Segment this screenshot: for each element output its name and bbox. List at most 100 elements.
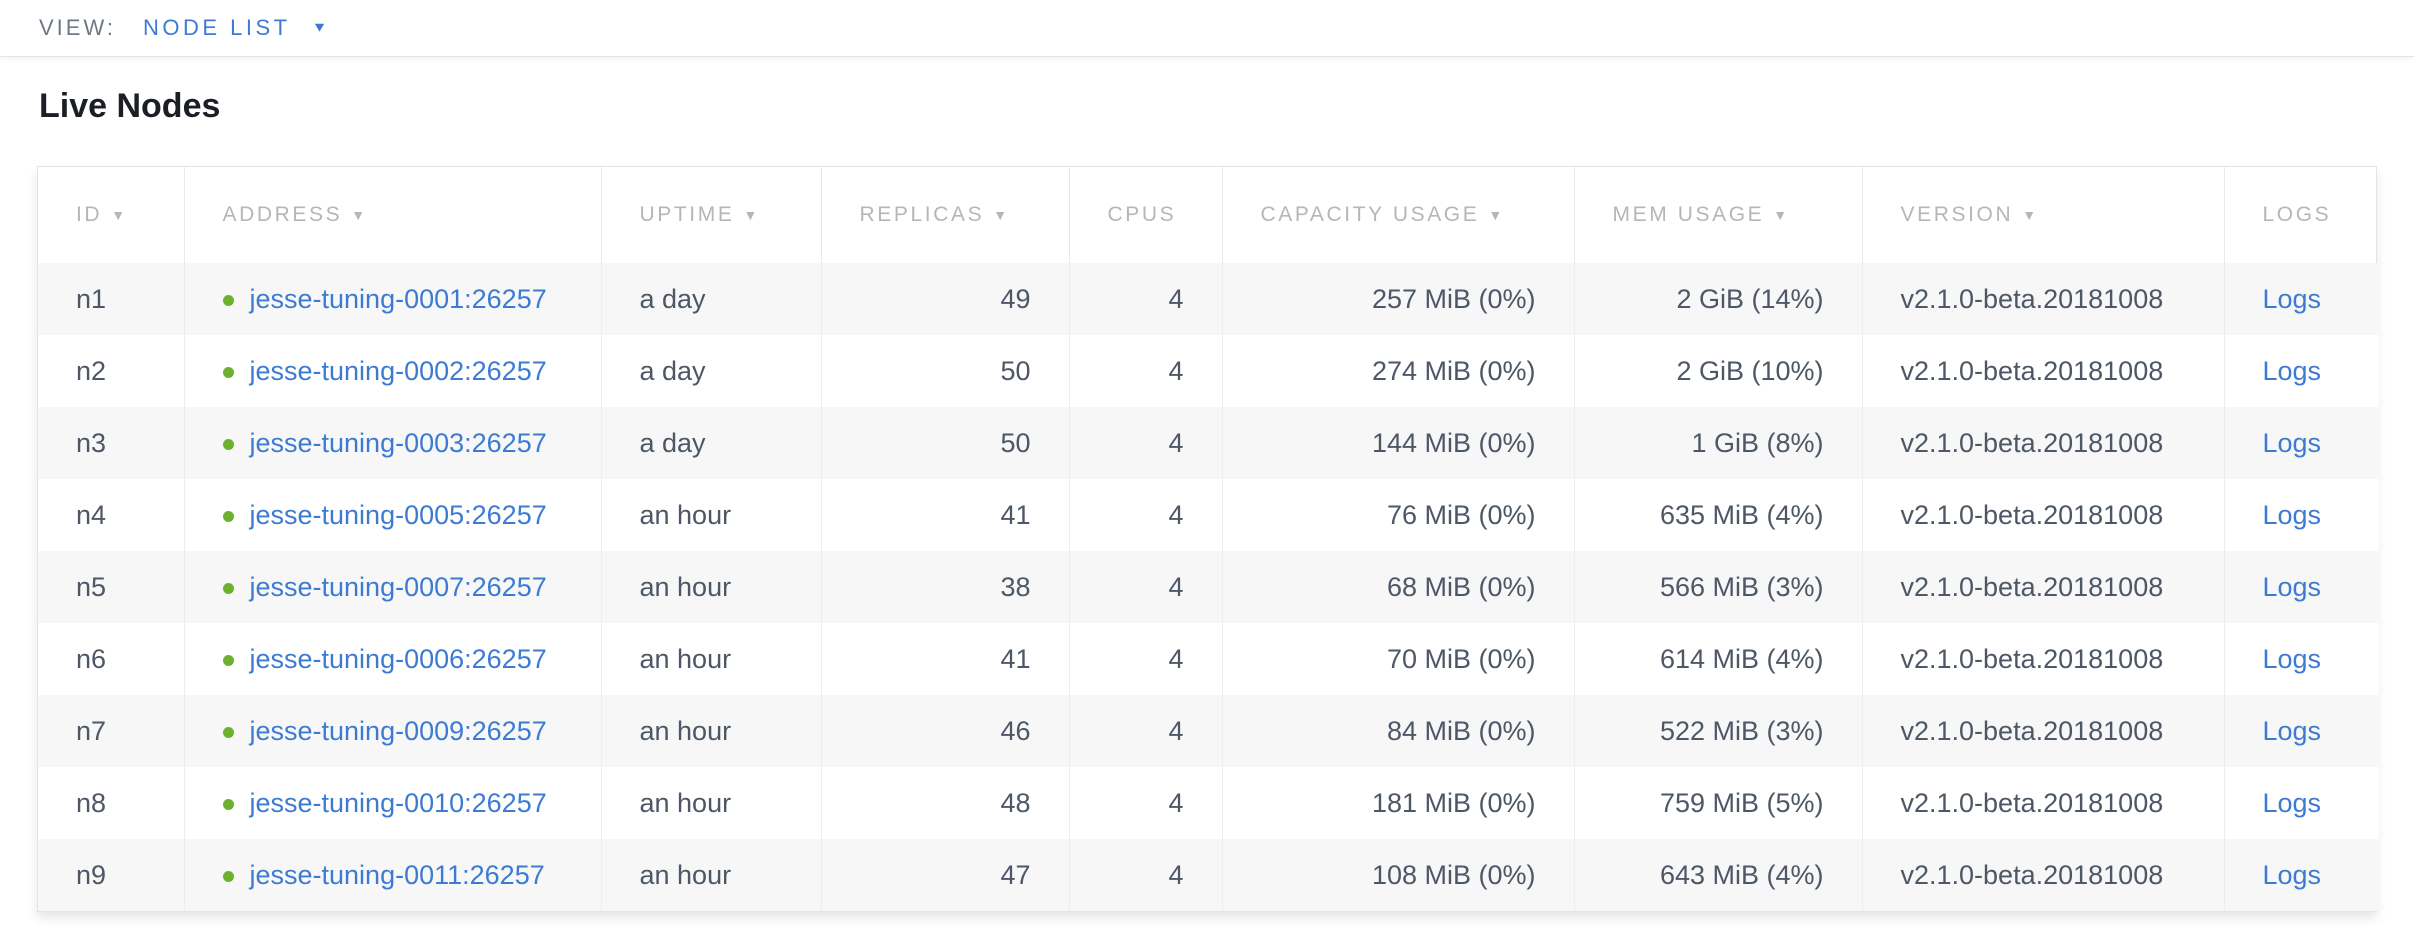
cell-logs: Logs bbox=[2223, 695, 2379, 767]
cell-logs: Logs bbox=[2223, 551, 2379, 623]
cell-replicas: 46 bbox=[820, 695, 1069, 767]
cell-logs: Logs bbox=[2223, 623, 2379, 695]
cell-mem: 759 MiB (5%) bbox=[1573, 767, 1862, 839]
cell-capacity: 181 MiB (0%) bbox=[1221, 767, 1574, 839]
cell-cpus: 4 bbox=[1068, 839, 1222, 911]
cell-mem: 1 GiB (8%) bbox=[1573, 407, 1862, 479]
view-selector-dropdown[interactable]: NODE LIST ▼ bbox=[143, 15, 327, 41]
sort-arrow-icon: ▼ bbox=[993, 207, 1010, 223]
cell-cpus: 4 bbox=[1068, 623, 1222, 695]
column-header-label: REPLICAS bbox=[859, 203, 985, 226]
column-header-label: ID bbox=[76, 203, 103, 226]
cell-version: v2.1.0-beta.20181008 bbox=[1861, 407, 2224, 479]
table-row: n4 jesse-tuning-0005:26257 an hour 41 4 76 Mi… bbox=[38, 479, 2379, 551]
column-header-label: ADDRESS bbox=[222, 203, 343, 226]
cell-uptime: an hour bbox=[600, 839, 821, 911]
view-selected-value[interactable]: NODE LIST bbox=[142, 15, 291, 40]
node-logs-link[interactable]: Logs bbox=[2262, 571, 2322, 602]
column-header-id[interactable]: ID ▼ bbox=[38, 167, 184, 263]
node-logs-link[interactable]: Logs bbox=[2262, 787, 2322, 818]
cell-address: jesse-tuning-0007:26257 bbox=[183, 551, 601, 623]
cell-cpus: 4 bbox=[1068, 407, 1222, 479]
node-address-link[interactable]: jesse-tuning-0010:26257 bbox=[249, 787, 547, 818]
cell-uptime: a day bbox=[600, 407, 821, 479]
cell-id: n6 bbox=[76, 643, 107, 674]
cell-version: v2.1.0-beta.20181008 bbox=[1861, 479, 2224, 551]
node-status-dot-icon bbox=[222, 654, 234, 666]
node-address-link[interactable]: jesse-tuning-0011:26257 bbox=[249, 859, 545, 890]
node-address-link[interactable]: jesse-tuning-0006:26257 bbox=[249, 643, 547, 674]
node-logs-link[interactable]: Logs bbox=[2262, 427, 2322, 458]
node-status-dot-icon bbox=[222, 294, 234, 306]
node-address-link[interactable]: jesse-tuning-0009:26257 bbox=[249, 715, 547, 746]
column-header-label: CAPACITY USAGE bbox=[1260, 203, 1480, 226]
cell-capacity: 70 MiB (0%) bbox=[1221, 623, 1574, 695]
cell-capacity: 84 MiB (0%) bbox=[1221, 695, 1574, 767]
cell-id: n5 bbox=[76, 571, 107, 602]
cell-capacity: 76 MiB (0%) bbox=[1221, 479, 1574, 551]
chevron-down-icon[interactable]: ▼ bbox=[311, 20, 328, 35]
column-header-label: UPTIME bbox=[639, 203, 735, 226]
table-row: n9 jesse-tuning-0011:26257 an hour 47 4 108 M… bbox=[38, 839, 2379, 911]
node-address-link[interactable]: jesse-tuning-0001:26257 bbox=[249, 283, 547, 314]
cell-mem: 566 MiB (3%) bbox=[1573, 551, 1862, 623]
cell-uptime: an hour bbox=[600, 479, 821, 551]
cell-id: n9 bbox=[76, 859, 107, 890]
cell-logs: Logs bbox=[2223, 263, 2379, 335]
cell-address: jesse-tuning-0010:26257 bbox=[183, 767, 601, 839]
node-address-link[interactable]: jesse-tuning-0002:26257 bbox=[249, 355, 547, 386]
cell-mem: 614 MiB (4%) bbox=[1573, 623, 1862, 695]
cell-address: jesse-tuning-0002:26257 bbox=[183, 335, 601, 407]
cell-replicas: 50 bbox=[820, 407, 1069, 479]
table-row: n6 jesse-tuning-0006:26257 an hour 41 4 70 Mi… bbox=[38, 623, 2379, 695]
column-header-capacity[interactable]: CAPACITY USAGE ▼ bbox=[1221, 167, 1574, 263]
column-header-logs: LOGS bbox=[2223, 167, 2379, 263]
node-status-dot-icon bbox=[222, 510, 234, 522]
cell-replicas: 47 bbox=[820, 839, 1069, 911]
table-row: n7 jesse-tuning-0009:26257 an hour 46 4 84 Mi… bbox=[38, 695, 2379, 767]
cell-mem: 635 MiB (4%) bbox=[1573, 479, 1862, 551]
column-header-label: MEM USAGE bbox=[1612, 203, 1765, 226]
table-header-row: ID ▼ ADDRESS ▼ UPTIME ▼ REPLICAS ▼ CPUS CAPACITY … bbox=[38, 167, 2379, 263]
node-address-link[interactable]: jesse-tuning-0003:26257 bbox=[249, 427, 547, 458]
live-nodes-table: ID ▼ ADDRESS ▼ UPTIME ▼ REPLICAS ▼ CPUS CAPACITY … bbox=[38, 167, 2379, 911]
cell-logs: Logs bbox=[2223, 407, 2379, 479]
node-logs-link[interactable]: Logs bbox=[2262, 859, 2322, 890]
cell-capacity: 274 MiB (0%) bbox=[1221, 335, 1574, 407]
node-logs-link[interactable]: Logs bbox=[2262, 283, 2322, 314]
cell-capacity: 108 MiB (0%) bbox=[1221, 839, 1574, 911]
column-header-version[interactable]: VERSION ▼ bbox=[1861, 167, 2224, 263]
column-header-uptime[interactable]: UPTIME ▼ bbox=[600, 167, 821, 263]
column-header-address[interactable]: ADDRESS ▼ bbox=[183, 167, 601, 263]
node-logs-link[interactable]: Logs bbox=[2262, 643, 2322, 674]
cell-address: jesse-tuning-0005:26257 bbox=[183, 479, 601, 551]
cell-logs: Logs bbox=[2223, 767, 2379, 839]
node-address-link[interactable]: jesse-tuning-0005:26257 bbox=[249, 499, 547, 530]
sort-arrow-icon: ▼ bbox=[1488, 207, 1505, 223]
cell-version: v2.1.0-beta.20181008 bbox=[1861, 695, 2224, 767]
column-header-mem[interactable]: MEM USAGE ▼ bbox=[1573, 167, 1862, 263]
node-status-dot-icon bbox=[222, 726, 234, 738]
cell-mem: 2 GiB (14%) bbox=[1573, 263, 1862, 335]
node-status-dot-icon bbox=[222, 798, 234, 810]
node-logs-link[interactable]: Logs bbox=[2262, 355, 2322, 386]
node-logs-link[interactable]: Logs bbox=[2262, 715, 2322, 746]
table-row: n5 jesse-tuning-0007:26257 an hour 38 4 68 Mi… bbox=[38, 551, 2379, 623]
cell-version: v2.1.0-beta.20181008 bbox=[1861, 263, 2224, 335]
cell-replicas: 48 bbox=[820, 767, 1069, 839]
table-row: n2 jesse-tuning-0002:26257 a day 50 4 274 MiB… bbox=[38, 335, 2379, 407]
cell-mem: 2 GiB (10%) bbox=[1573, 335, 1862, 407]
cell-id: n1 bbox=[76, 283, 107, 314]
column-header-replicas[interactable]: REPLICAS ▼ bbox=[820, 167, 1069, 263]
cell-uptime: an hour bbox=[600, 695, 821, 767]
cell-replicas: 49 bbox=[820, 263, 1069, 335]
cell-id: n8 bbox=[76, 787, 107, 818]
node-address-link[interactable]: jesse-tuning-0007:26257 bbox=[249, 571, 547, 602]
sort-arrow-icon: ▼ bbox=[743, 207, 760, 223]
cell-mem: 522 MiB (3%) bbox=[1573, 695, 1862, 767]
cell-address: jesse-tuning-0011:26257 bbox=[183, 839, 601, 911]
node-logs-link[interactable]: Logs bbox=[2262, 499, 2322, 530]
cell-cpus: 4 bbox=[1068, 767, 1222, 839]
cell-address: jesse-tuning-0001:26257 bbox=[183, 263, 601, 335]
live-nodes-table-card: ID ▼ ADDRESS ▼ UPTIME ▼ REPLICAS ▼ CPUS CAPACITY … bbox=[37, 166, 2379, 912]
